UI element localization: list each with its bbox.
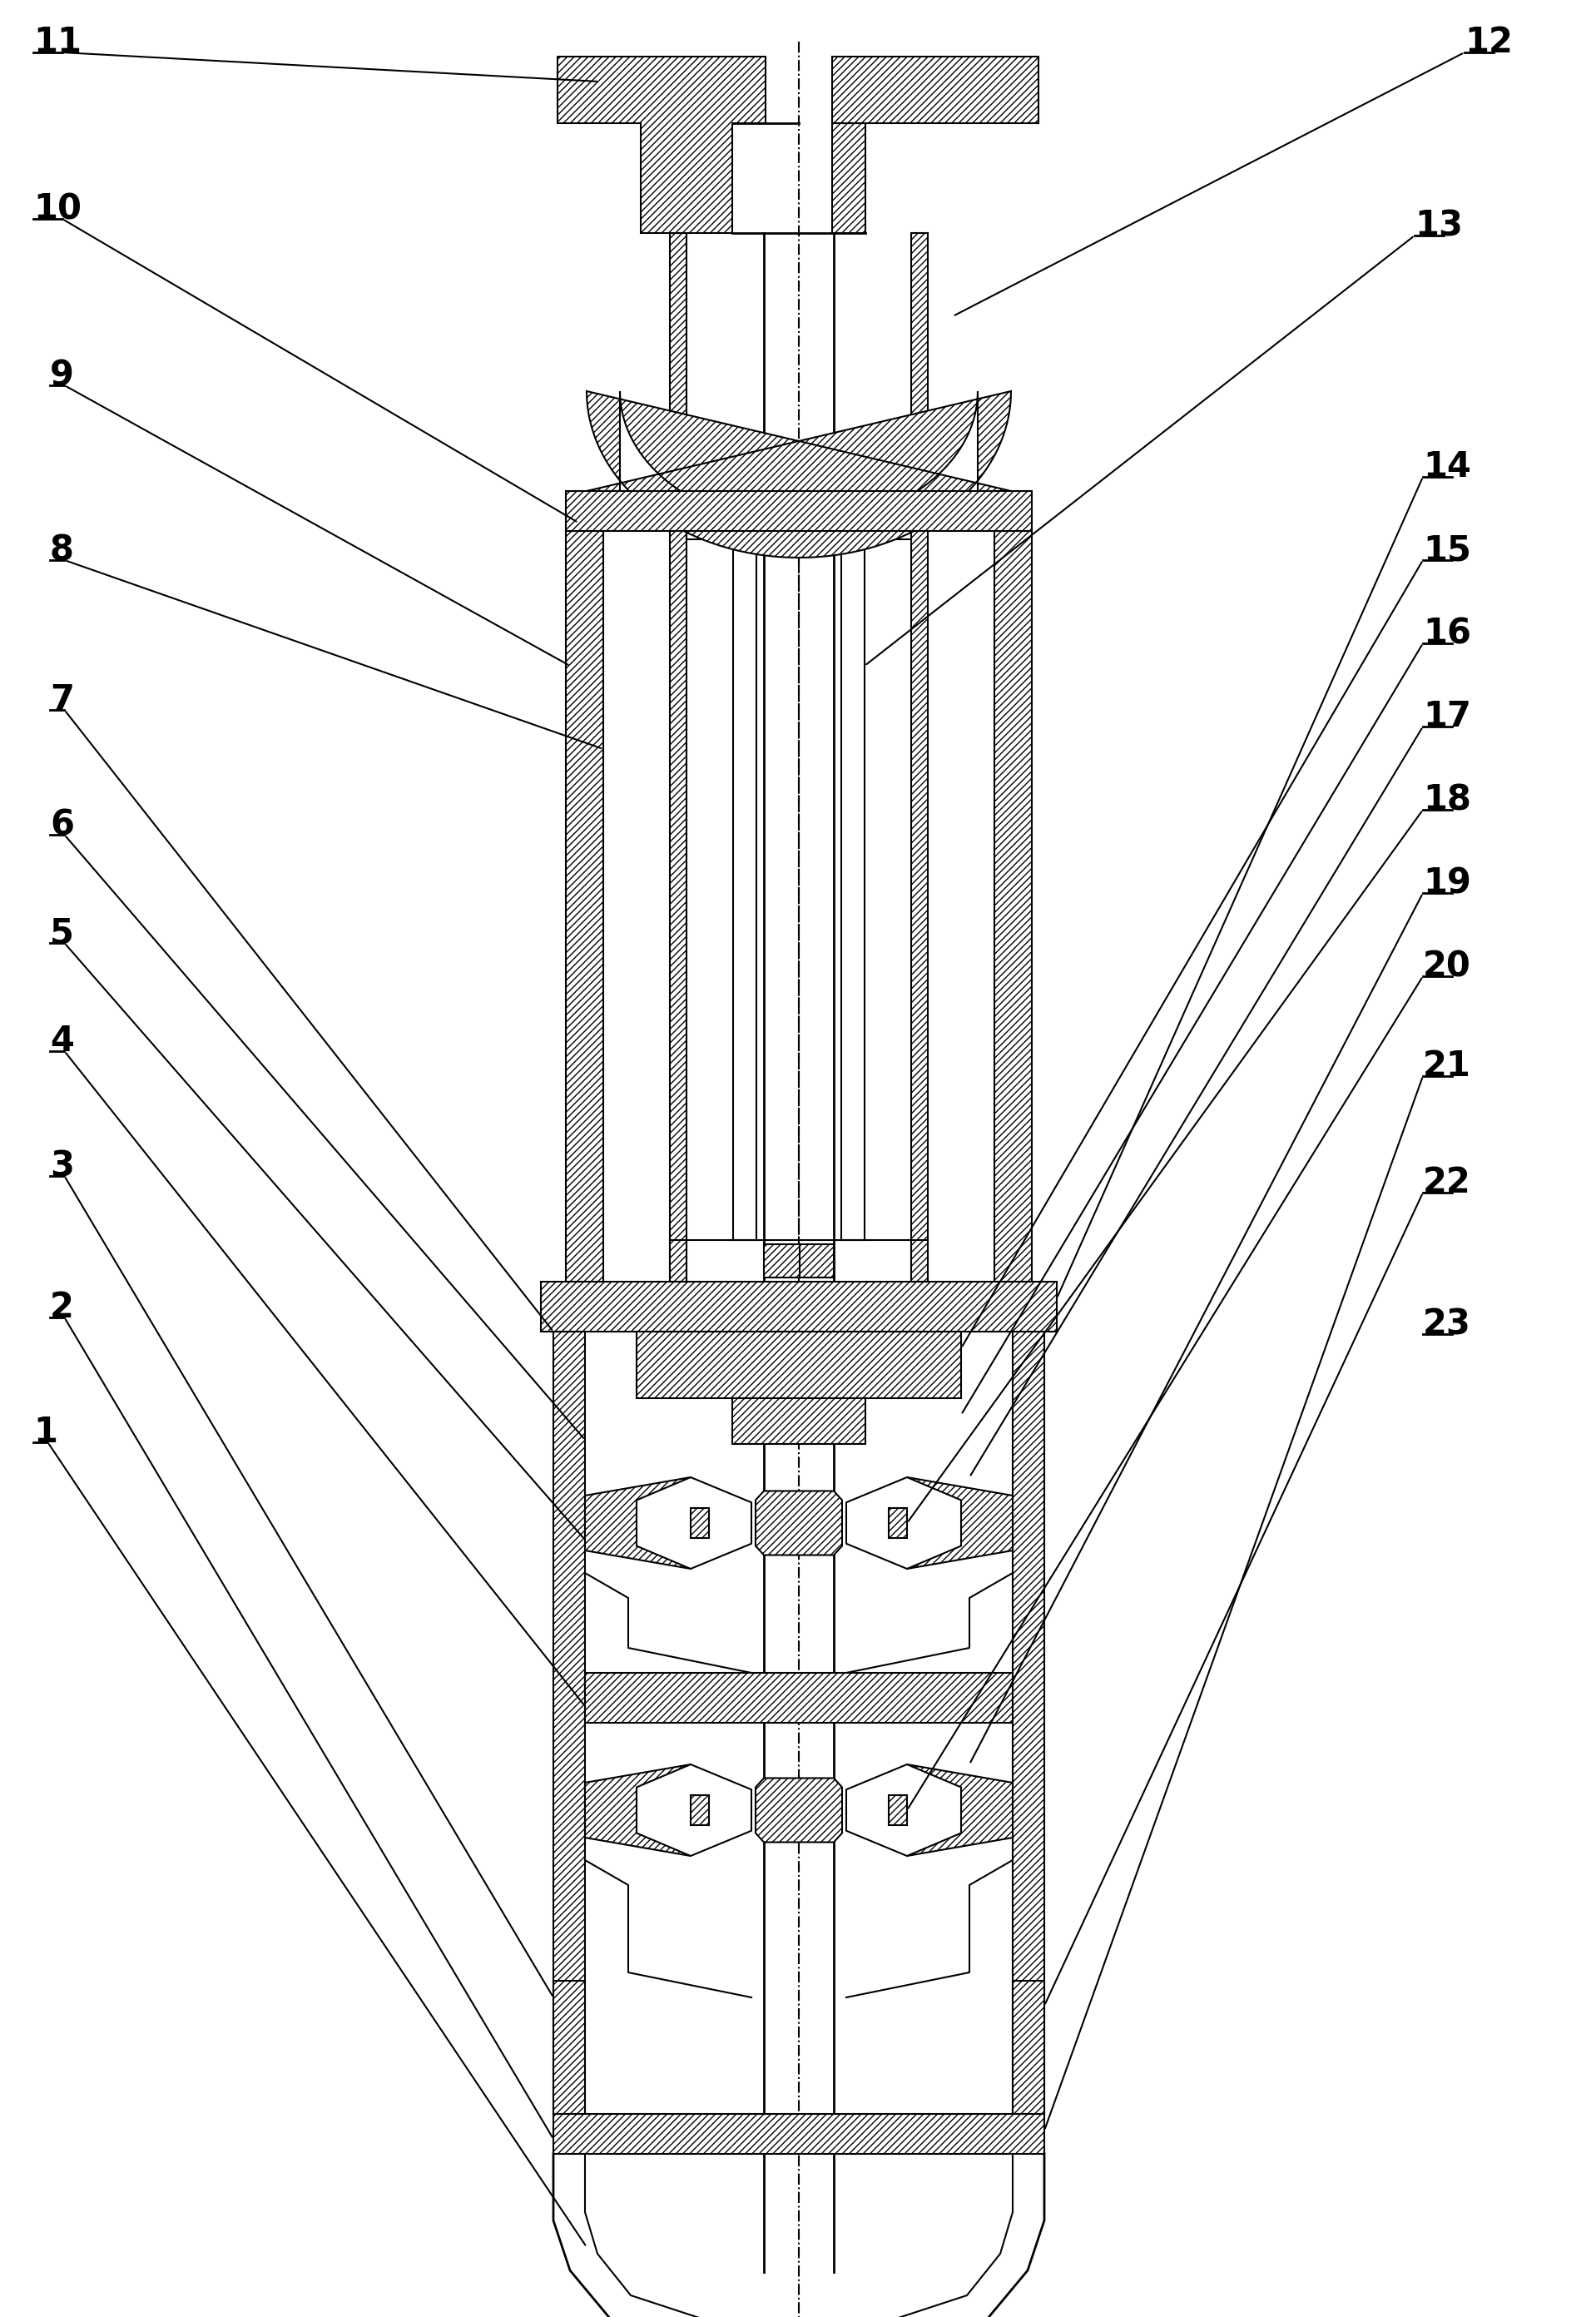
Polygon shape bbox=[889, 1796, 907, 1826]
Polygon shape bbox=[541, 1281, 1057, 1332]
Polygon shape bbox=[567, 531, 603, 1281]
Polygon shape bbox=[554, 1332, 586, 2113]
Text: 23: 23 bbox=[1424, 1307, 1472, 1342]
Polygon shape bbox=[764, 1244, 800, 1277]
Polygon shape bbox=[832, 56, 1039, 234]
Text: 16: 16 bbox=[1424, 616, 1472, 651]
Polygon shape bbox=[637, 1332, 961, 1397]
Text: 8: 8 bbox=[49, 533, 73, 568]
Polygon shape bbox=[994, 531, 1033, 1281]
Text: 11: 11 bbox=[34, 25, 81, 60]
Polygon shape bbox=[557, 56, 766, 234]
Polygon shape bbox=[733, 1397, 865, 1443]
Text: 9: 9 bbox=[49, 357, 73, 394]
Polygon shape bbox=[586, 1673, 1013, 1724]
Polygon shape bbox=[755, 1777, 843, 1842]
Polygon shape bbox=[841, 540, 865, 1240]
Polygon shape bbox=[798, 1244, 833, 1277]
Text: 1: 1 bbox=[34, 1416, 57, 1450]
Polygon shape bbox=[911, 1240, 927, 1281]
Polygon shape bbox=[691, 1796, 709, 1826]
Polygon shape bbox=[670, 1240, 686, 1281]
Text: 6: 6 bbox=[49, 806, 73, 843]
Polygon shape bbox=[889, 1508, 907, 1538]
Text: 3: 3 bbox=[49, 1149, 73, 1184]
Polygon shape bbox=[554, 2113, 1044, 2155]
Text: 14: 14 bbox=[1424, 449, 1472, 484]
Polygon shape bbox=[554, 1981, 586, 2113]
Text: 5: 5 bbox=[49, 915, 73, 950]
Polygon shape bbox=[907, 1478, 1013, 1569]
Text: 7: 7 bbox=[49, 684, 73, 718]
Text: 2: 2 bbox=[49, 1291, 73, 1325]
Text: 22: 22 bbox=[1424, 1165, 1472, 1200]
Polygon shape bbox=[1013, 1332, 1044, 2113]
Text: 20: 20 bbox=[1424, 948, 1472, 985]
Text: 17: 17 bbox=[1424, 700, 1472, 734]
Text: 18: 18 bbox=[1424, 783, 1472, 818]
Polygon shape bbox=[911, 234, 927, 1281]
Polygon shape bbox=[1013, 1981, 1044, 2113]
Polygon shape bbox=[586, 1478, 691, 1569]
Text: 21: 21 bbox=[1424, 1050, 1472, 1084]
Text: 19: 19 bbox=[1424, 867, 1472, 901]
Polygon shape bbox=[670, 234, 686, 1281]
Text: 4: 4 bbox=[49, 1024, 73, 1059]
Text: 12: 12 bbox=[1465, 25, 1513, 60]
Polygon shape bbox=[733, 540, 757, 1240]
Polygon shape bbox=[567, 491, 1033, 531]
Text: 15: 15 bbox=[1424, 533, 1472, 568]
Polygon shape bbox=[586, 1763, 691, 1856]
Polygon shape bbox=[907, 1763, 1013, 1856]
Text: 10: 10 bbox=[34, 192, 81, 227]
Polygon shape bbox=[691, 1508, 709, 1538]
Polygon shape bbox=[587, 392, 1010, 558]
Polygon shape bbox=[755, 1490, 843, 1555]
Text: 13: 13 bbox=[1414, 209, 1464, 243]
